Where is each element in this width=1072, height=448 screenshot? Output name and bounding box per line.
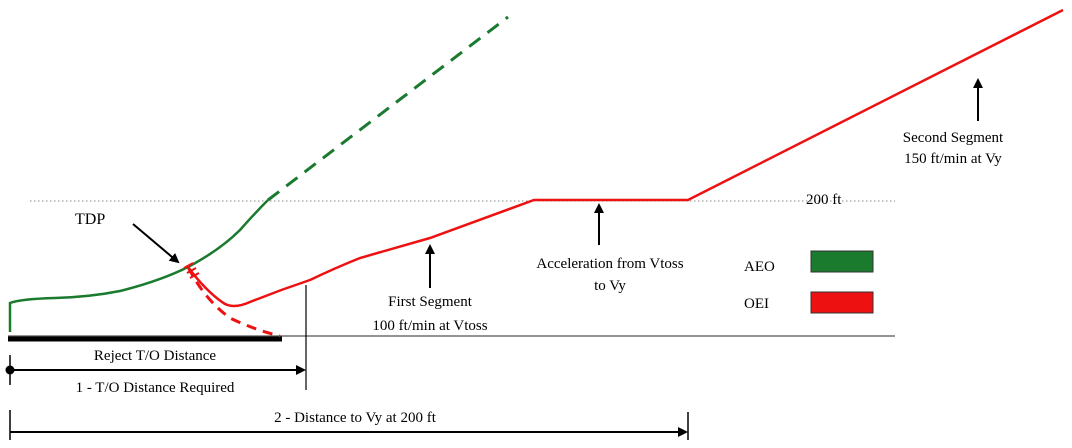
second-segment-label-line2: 150 ft/min at Vy <box>904 151 1002 167</box>
tdp-label: TDP <box>75 211 105 228</box>
tdp-arrow <box>132 223 180 264</box>
tdp-marker-3 <box>189 272 200 279</box>
oei-reject-path <box>186 266 281 338</box>
aeo-flight-path <box>8 199 269 332</box>
first-segment-label-line2: 100 ft/min at Vtoss <box>372 318 487 334</box>
acceleration-label-line2: to Vy <box>594 278 626 294</box>
second-segment-label-line1: Second Segment <box>903 130 1004 146</box>
tdp-marker-2 <box>186 267 197 274</box>
first-segment-label-line1: First Segment <box>388 294 473 310</box>
legend-oei-swatch <box>810 291 874 314</box>
legend-aeo-swatch <box>810 250 874 273</box>
to-distance-required-label: 1 - T/O Distance Required <box>76 380 235 396</box>
altitude-200ft-label: 200 ft <box>806 192 842 208</box>
oei-flight-path <box>186 8 1064 308</box>
distance-to-vy-label: 2 - Distance to Vy at 200 ft <box>274 410 437 426</box>
acceleration-label-line1: Acceleration from Vtoss <box>536 256 683 272</box>
reject-distance-label: Reject T/O Distance <box>94 348 217 364</box>
legend-oei-label: OEI <box>744 296 769 312</box>
aeo-flight-path-extension <box>267 15 509 202</box>
legend-aeo-label: AEO <box>744 259 775 275</box>
legend: AEO OEI <box>744 250 874 314</box>
tdp-marker-1 <box>183 262 194 269</box>
